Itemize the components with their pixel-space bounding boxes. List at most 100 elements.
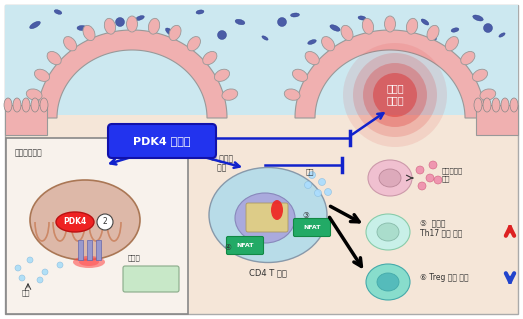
Polygon shape bbox=[295, 30, 485, 118]
Ellipse shape bbox=[40, 98, 48, 112]
Ellipse shape bbox=[83, 25, 95, 41]
Circle shape bbox=[218, 31, 226, 40]
Ellipse shape bbox=[308, 40, 316, 44]
Ellipse shape bbox=[135, 16, 144, 20]
Circle shape bbox=[37, 277, 43, 283]
Circle shape bbox=[324, 189, 332, 196]
Ellipse shape bbox=[271, 200, 283, 220]
Ellipse shape bbox=[209, 167, 327, 263]
Ellipse shape bbox=[104, 19, 116, 34]
Ellipse shape bbox=[63, 37, 77, 51]
Ellipse shape bbox=[79, 258, 99, 266]
Bar bbox=[476, 105, 518, 135]
Ellipse shape bbox=[377, 223, 399, 241]
Text: ⑤  염증성
Th17 세포 분화: ⑤ 염증성 Th17 세포 분화 bbox=[420, 218, 462, 238]
Circle shape bbox=[483, 24, 493, 33]
Ellipse shape bbox=[222, 89, 237, 100]
Ellipse shape bbox=[262, 36, 268, 40]
Circle shape bbox=[343, 43, 447, 147]
Ellipse shape bbox=[98, 38, 106, 46]
Ellipse shape bbox=[235, 193, 295, 243]
Ellipse shape bbox=[366, 264, 410, 300]
Ellipse shape bbox=[214, 69, 230, 81]
Ellipse shape bbox=[330, 25, 340, 31]
Ellipse shape bbox=[406, 19, 418, 34]
Ellipse shape bbox=[127, 16, 138, 32]
Ellipse shape bbox=[235, 19, 245, 25]
Ellipse shape bbox=[446, 37, 459, 51]
Circle shape bbox=[353, 53, 437, 137]
Circle shape bbox=[434, 176, 442, 184]
Text: PDK4: PDK4 bbox=[63, 218, 87, 226]
Text: 2: 2 bbox=[103, 218, 107, 226]
Bar bbox=[86, 240, 92, 260]
Text: PDK4 저해제: PDK4 저해제 bbox=[133, 136, 191, 146]
Bar bbox=[5, 105, 47, 135]
FancyBboxPatch shape bbox=[293, 219, 331, 236]
Ellipse shape bbox=[30, 180, 140, 260]
Ellipse shape bbox=[13, 98, 21, 112]
Ellipse shape bbox=[501, 98, 509, 112]
Ellipse shape bbox=[427, 25, 439, 41]
Circle shape bbox=[314, 189, 322, 197]
FancyBboxPatch shape bbox=[246, 203, 288, 232]
Circle shape bbox=[27, 257, 33, 263]
Text: 칼슘: 칼슘 bbox=[22, 290, 30, 296]
Ellipse shape bbox=[47, 51, 61, 65]
Circle shape bbox=[427, 33, 437, 42]
Ellipse shape bbox=[285, 89, 300, 100]
Bar bbox=[77, 240, 83, 260]
Ellipse shape bbox=[366, 214, 410, 250]
Ellipse shape bbox=[461, 51, 475, 65]
Circle shape bbox=[116, 18, 124, 26]
Ellipse shape bbox=[358, 16, 366, 20]
Circle shape bbox=[426, 174, 434, 182]
Text: 염증성
장질환: 염증성 장질환 bbox=[386, 83, 404, 105]
Ellipse shape bbox=[499, 33, 505, 37]
Circle shape bbox=[309, 172, 315, 179]
Text: ③: ③ bbox=[303, 211, 310, 219]
Ellipse shape bbox=[187, 37, 200, 51]
Ellipse shape bbox=[169, 25, 181, 41]
Circle shape bbox=[418, 182, 426, 190]
Text: ⑥ Treg 세포 분화: ⑥ Treg 세포 분화 bbox=[420, 273, 469, 283]
Ellipse shape bbox=[368, 160, 412, 196]
Circle shape bbox=[304, 182, 312, 189]
Ellipse shape bbox=[379, 169, 401, 187]
Circle shape bbox=[42, 269, 48, 275]
Ellipse shape bbox=[26, 89, 42, 100]
Ellipse shape bbox=[305, 51, 319, 65]
Ellipse shape bbox=[322, 37, 335, 51]
Ellipse shape bbox=[290, 13, 300, 17]
Ellipse shape bbox=[203, 51, 217, 65]
Ellipse shape bbox=[54, 10, 62, 14]
FancyBboxPatch shape bbox=[123, 266, 179, 292]
Ellipse shape bbox=[341, 25, 353, 41]
Ellipse shape bbox=[77, 26, 87, 31]
Circle shape bbox=[373, 73, 417, 117]
Text: NFAT: NFAT bbox=[303, 225, 321, 230]
Ellipse shape bbox=[161, 43, 169, 47]
Text: 소포체: 소포체 bbox=[128, 255, 141, 261]
Ellipse shape bbox=[384, 16, 395, 32]
Circle shape bbox=[15, 265, 21, 271]
Ellipse shape bbox=[30, 21, 40, 29]
Circle shape bbox=[416, 166, 424, 174]
Ellipse shape bbox=[165, 28, 175, 36]
Circle shape bbox=[319, 179, 325, 186]
Text: 칼슘: 칼슘 bbox=[306, 169, 314, 175]
Ellipse shape bbox=[492, 98, 500, 112]
Ellipse shape bbox=[362, 19, 373, 34]
Ellipse shape bbox=[472, 69, 487, 81]
Text: ④: ④ bbox=[224, 243, 232, 253]
Ellipse shape bbox=[292, 69, 308, 81]
Ellipse shape bbox=[22, 98, 30, 112]
Text: NFAT: NFAT bbox=[236, 243, 254, 248]
Circle shape bbox=[97, 214, 113, 230]
Ellipse shape bbox=[480, 89, 496, 100]
Circle shape bbox=[278, 18, 287, 26]
Circle shape bbox=[57, 262, 63, 268]
Bar bbox=[96, 240, 100, 260]
Text: CD4 T 세포: CD4 T 세포 bbox=[249, 269, 287, 278]
Ellipse shape bbox=[510, 98, 518, 112]
